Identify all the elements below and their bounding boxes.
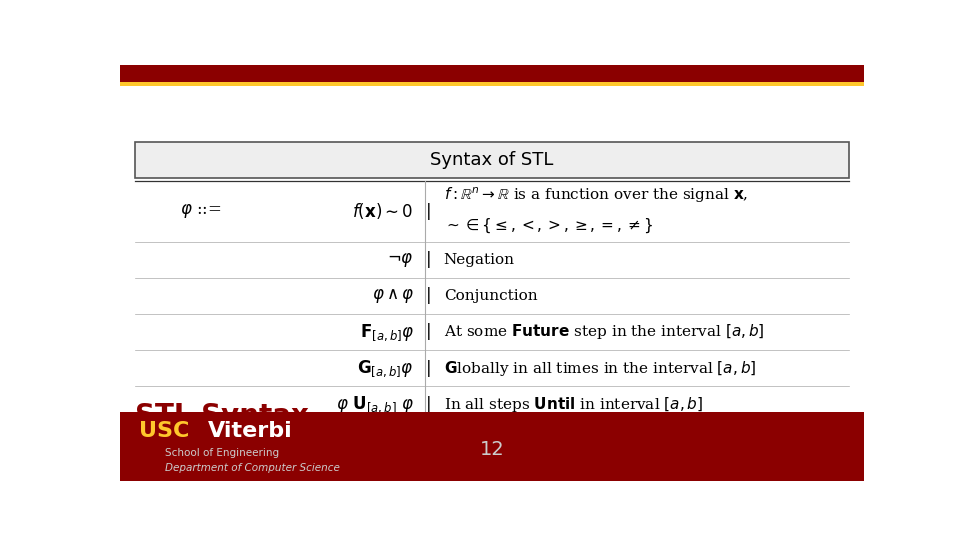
- Text: |: |: [426, 251, 432, 268]
- Bar: [120, 82, 864, 86]
- Text: $f: \mathbb{R}^n \to \mathbb{R}$ is a function over the signal $\mathbf{x}$,: $f: \mathbb{R}^n \to \mathbb{R}$ is a fu…: [444, 185, 748, 205]
- Text: |: |: [426, 396, 432, 413]
- Bar: [120, 412, 864, 481]
- Text: $f(\mathbf{x})\sim 0$: $f(\mathbf{x})\sim 0$: [352, 201, 414, 221]
- Text: USC: USC: [138, 421, 189, 441]
- Text: Viterbi: Viterbi: [207, 421, 293, 441]
- Text: Conjunction: Conjunction: [444, 289, 538, 303]
- Bar: [134, 141, 849, 178]
- Text: Negation: Negation: [444, 253, 515, 267]
- Text: $\varphi\ \mathbf{U}_{[a,b]}\ \varphi$: $\varphi\ \mathbf{U}_{[a,b]}\ \varphi$: [336, 394, 414, 414]
- Text: In all steps $\mathbf{Until}$ in interval $[a, b]$: In all steps $\mathbf{Until}$ in interva…: [444, 395, 703, 414]
- Text: STL Syntax: STL Syntax: [134, 402, 309, 430]
- Text: School of Engineering: School of Engineering: [165, 448, 278, 458]
- Text: |: |: [426, 360, 432, 376]
- Text: At some $\mathbf{Future}$ step in the interval $[a, b]$: At some $\mathbf{Future}$ step in the in…: [444, 322, 764, 341]
- Text: |: |: [426, 203, 432, 220]
- Text: $\neg\varphi$: $\neg\varphi$: [387, 251, 414, 268]
- Text: Syntax of STL: Syntax of STL: [430, 151, 554, 169]
- Text: |: |: [426, 323, 432, 340]
- Text: $\sim \in \{\leq, <, >, \geq, =, \neq\}$: $\sim \in \{\leq, <, >, \geq, =, \neq\}$: [444, 217, 653, 235]
- Text: $\varphi$ ::=: $\varphi$ ::=: [180, 202, 221, 220]
- Text: $\varphi \wedge \varphi$: $\varphi \wedge \varphi$: [372, 287, 414, 305]
- Text: $\mathbf{G}$lobally in all times in the interval $[a, b]$: $\mathbf{G}$lobally in all times in the …: [444, 359, 756, 377]
- Text: $\mathbf{G}_{[a,b]}\varphi$: $\mathbf{G}_{[a,b]}\varphi$: [357, 358, 414, 378]
- Bar: [120, 65, 864, 82]
- Text: 12: 12: [480, 440, 504, 459]
- Text: $\mathbf{F}_{[a,b]}\varphi$: $\mathbf{F}_{[a,b]}\varphi$: [359, 322, 414, 342]
- Text: Department of Computer Science: Department of Computer Science: [165, 463, 340, 473]
- Text: |: |: [426, 287, 432, 304]
